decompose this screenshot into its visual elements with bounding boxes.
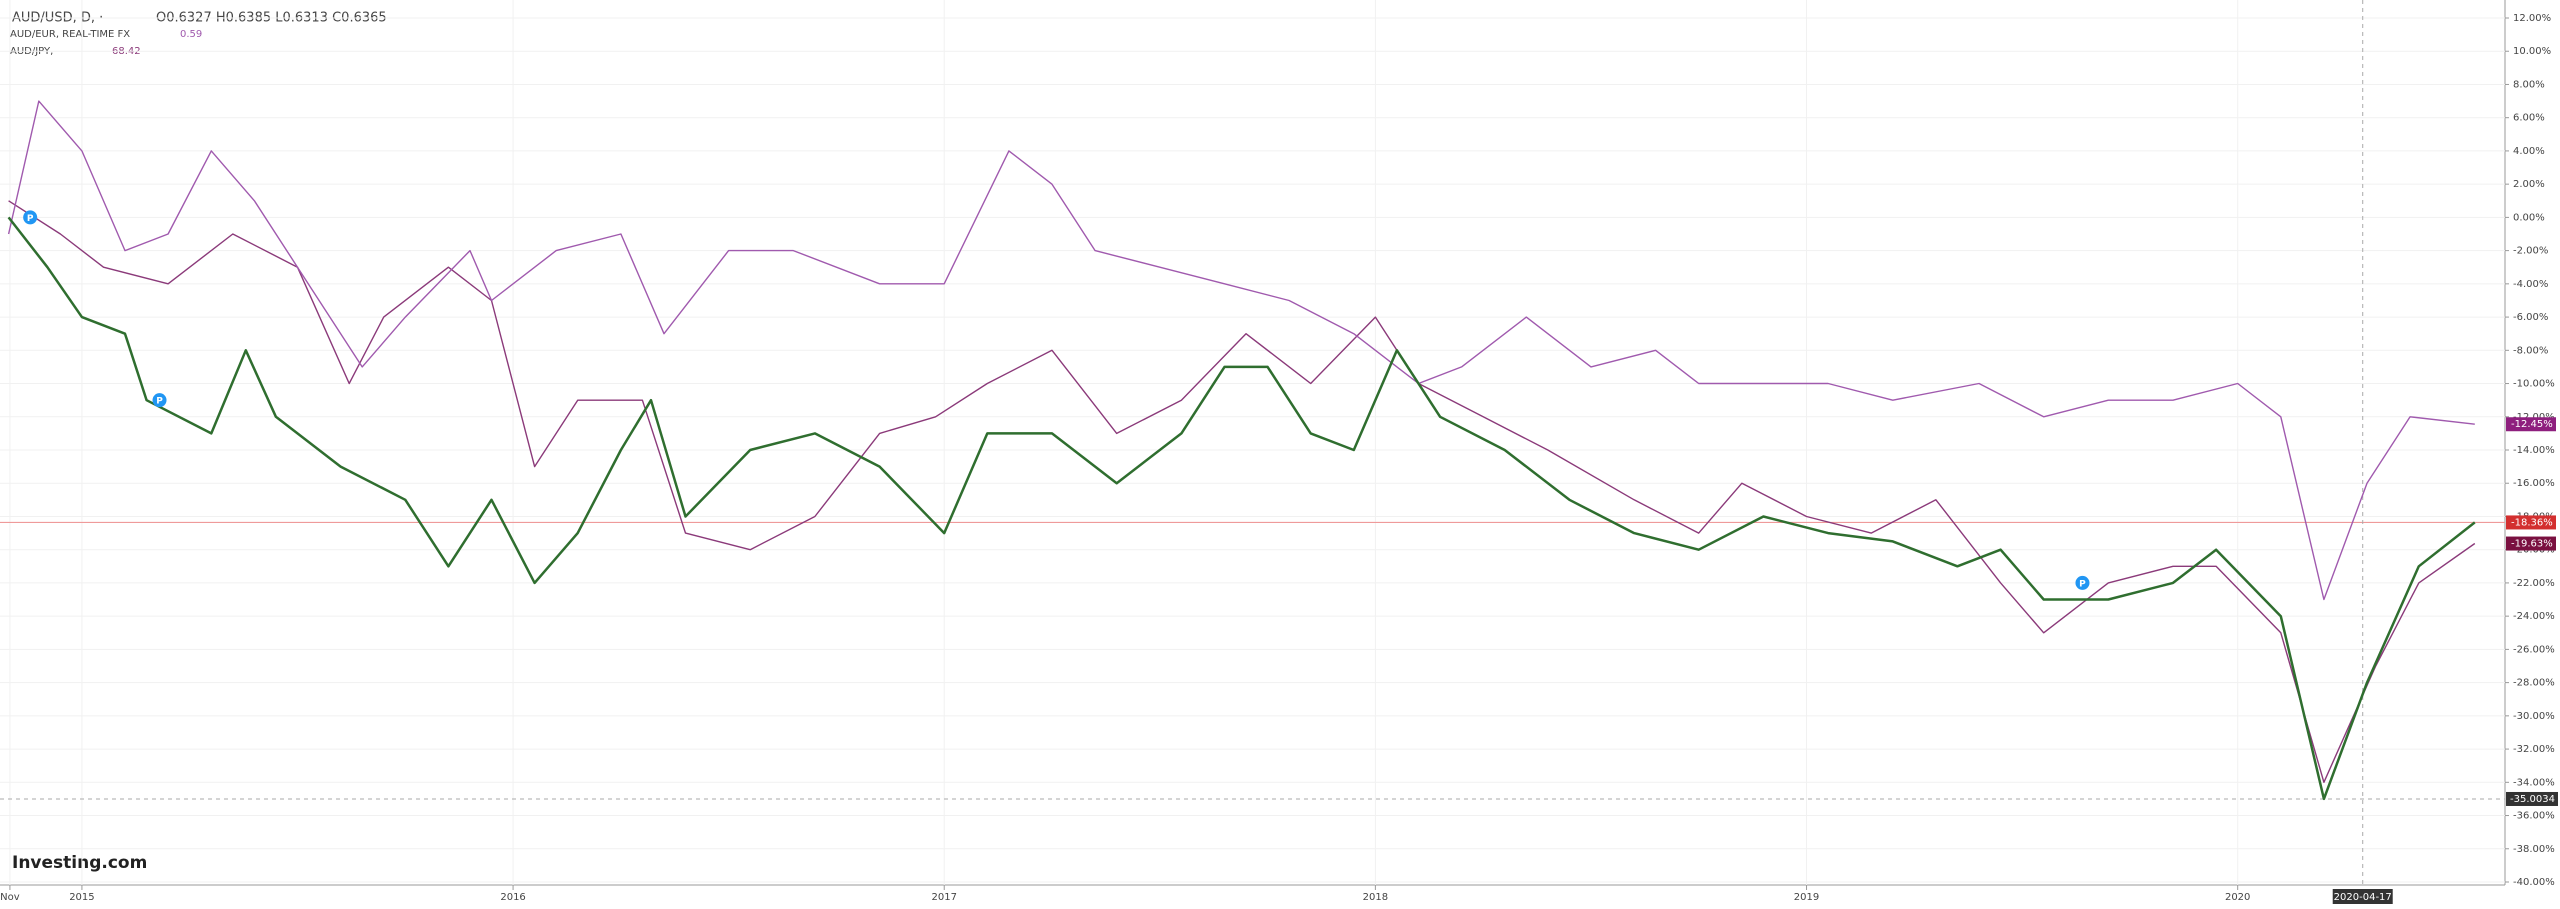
- price-label-box: [2506, 536, 2556, 551]
- y-tick-label: 10.00%: [2513, 46, 2551, 57]
- crosshair-x-label: 2020-04-17: [2334, 892, 2392, 903]
- event-label: P: [156, 397, 163, 407]
- y-tick-label: -10.00%: [2513, 379, 2555, 390]
- series-line: [7, 100, 2475, 601]
- y-tick-label: -14.00%: [2513, 445, 2555, 456]
- event-label: P: [2079, 579, 2086, 589]
- price-label-box: [2506, 417, 2556, 432]
- price-label-box: [2506, 515, 2556, 530]
- legend-value: 0.59: [180, 29, 202, 40]
- x-tick-label: 2020: [2225, 892, 2250, 903]
- watermark: Investing.com: [12, 853, 147, 873]
- series-line: [7, 216, 2476, 801]
- event-marker: [152, 393, 167, 408]
- event-label: P: [27, 214, 34, 224]
- y-tick-label: 12.00%: [2513, 13, 2551, 24]
- x-tick-label: 2016: [500, 892, 525, 903]
- y-tick-label: -22.00%: [2513, 578, 2555, 589]
- price-label: -12.45%: [2511, 419, 2553, 430]
- y-tick-label: -26.00%: [2513, 644, 2555, 655]
- price-label: -19.63%: [2511, 539, 2553, 550]
- y-tick-label: -6.00%: [2513, 312, 2548, 323]
- y-tick-label: -30.00%: [2513, 711, 2555, 722]
- x-tick-label: 2019: [1794, 892, 1819, 903]
- series-line: [8, 200, 2476, 783]
- y-tick-label: -32.00%: [2513, 744, 2555, 755]
- x-tick-label: 2015: [69, 892, 94, 903]
- y-tick-label: -34.00%: [2513, 777, 2555, 788]
- y-tick-label: -28.00%: [2513, 678, 2555, 689]
- y-tick-label: -38.00%: [2513, 844, 2555, 855]
- legend-entry: AUD/EUR, REAL-TIME FX: [10, 29, 130, 40]
- crosshair-y-label: -35.0034: [2510, 794, 2555, 805]
- crosshair-y-box: [2506, 791, 2558, 806]
- y-tick-label: 8.00%: [2513, 79, 2545, 90]
- price-label: -18.36%: [2511, 517, 2553, 528]
- y-tick-label: 4.00%: [2513, 146, 2545, 157]
- y-tick-label: -24.00%: [2513, 611, 2555, 622]
- x-tick-label: 2017: [931, 892, 956, 903]
- y-tick-label: -36.00%: [2513, 811, 2555, 822]
- y-tick-label: -40.00%: [2513, 877, 2555, 888]
- event-marker: [2075, 575, 2090, 590]
- y-tick-label: -8.00%: [2513, 345, 2548, 356]
- y-tick-label: 6.00%: [2513, 113, 2545, 124]
- y-tick-label: 2.00%: [2513, 179, 2545, 190]
- y-tick-label: -4.00%: [2513, 279, 2548, 290]
- y-tick-label: 0.00%: [2513, 212, 2545, 223]
- crosshair-x-box: [2332, 889, 2393, 904]
- x-tick-label: Nov: [0, 892, 20, 903]
- x-tick-label: 2018: [1363, 892, 1388, 903]
- event-marker: [23, 210, 38, 225]
- y-tick-label: -2.00%: [2513, 246, 2548, 257]
- y-tick-label: -16.00%: [2513, 478, 2555, 489]
